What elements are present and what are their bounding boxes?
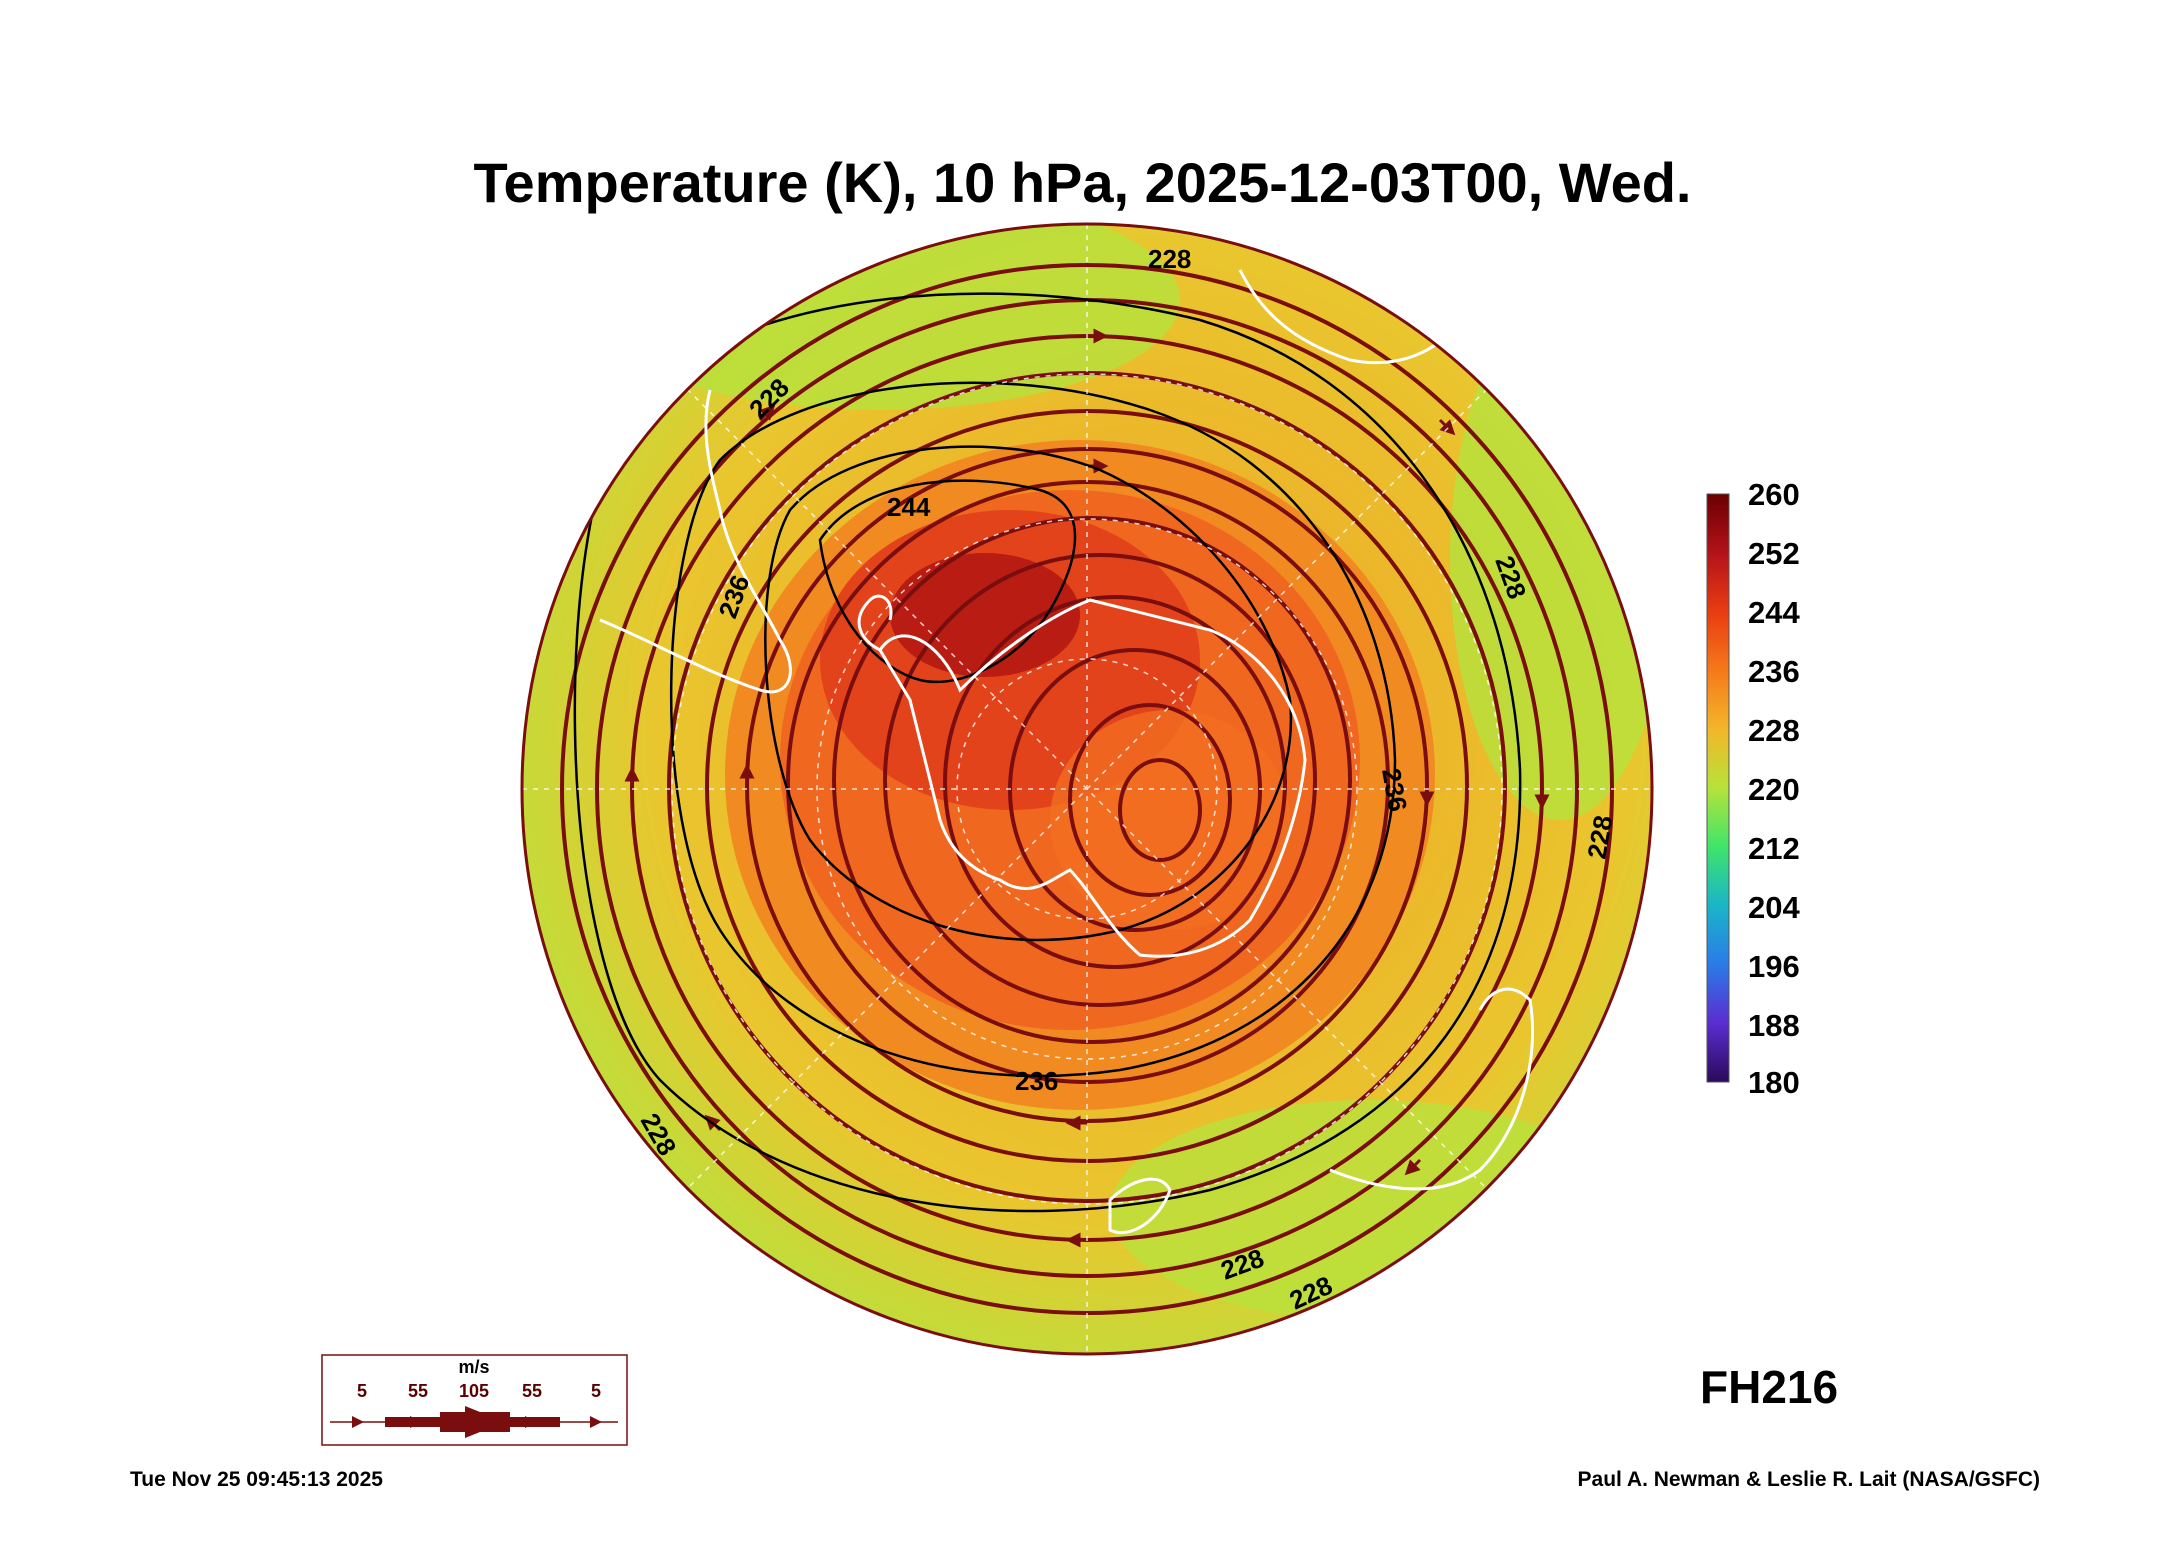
latlon-grid <box>522 224 1652 1354</box>
australia-coast <box>1329 987 1534 1191</box>
streamline <box>667 371 1507 1203</box>
wind-legend-value: 55 <box>408 1381 428 1401</box>
cold-region-southeast <box>1110 1100 1630 1320</box>
streamline <box>883 553 1317 1007</box>
colorbar-tick: 204 <box>1748 890 1800 925</box>
colorbar-tick: 244 <box>1748 595 1800 630</box>
streamline <box>943 595 1287 969</box>
antarctic-peninsula-coast <box>857 594 893 652</box>
contour-label-228: 228 <box>1581 813 1618 861</box>
latitude-circle <box>956 658 1218 920</box>
contour-236 <box>669 381 1397 1078</box>
forecast-hour-label: FH216 <box>1700 1361 1839 1413</box>
wind-arrow <box>758 404 776 422</box>
colorbar-tick: 188 <box>1748 1008 1800 1043</box>
wind-legend-arrow <box>590 1416 602 1428</box>
wind-legend-value: 5 <box>591 1381 601 1401</box>
page-title: Temperature (K), 10 hPa, 2025-12-03T00, … <box>473 151 1692 214</box>
streamline <box>1068 703 1232 897</box>
contour-244 <box>764 445 1293 942</box>
colorbar-tick: 196 <box>1748 949 1800 984</box>
contour-label-228: 228 <box>1148 244 1191 274</box>
temperature-contours <box>573 292 1522 1213</box>
wind-legend-value: 105 <box>459 1381 489 1401</box>
contour-228 <box>573 292 1522 1213</box>
temperature-maximum <box>890 553 1080 677</box>
wind-legend-arrow <box>525 1416 537 1428</box>
latitude-circle <box>816 518 1358 1060</box>
streamline <box>832 516 1352 1044</box>
streamline <box>1118 758 1202 862</box>
wind-legend-value: 55 <box>522 1381 542 1401</box>
south-america-coast <box>599 389 792 694</box>
streamline <box>1008 648 1262 932</box>
wind-legend-arrow <box>410 1416 422 1428</box>
colorbar: 260 252 244 236 228 220 212 204 196 188 … <box>1706 477 1800 1100</box>
wind-legend-arrow <box>352 1416 364 1428</box>
generation-timestamp: Tue Nov 25 09:45:13 2025 <box>130 1468 383 1491</box>
latitude-circle <box>671 373 1503 1205</box>
meridian-line <box>686 388 1488 1190</box>
contour-label-244: 244 <box>887 492 931 522</box>
new-zealand-coast <box>1108 1177 1172 1235</box>
wind-legend-arrow <box>465 1406 505 1438</box>
colorbar-ticks: 260 252 244 236 228 220 212 204 196 188 … <box>1748 477 1800 1100</box>
streamline <box>786 480 1390 1084</box>
wind-speed-legend: m/s 5 55 105 55 5 <box>321 1354 628 1446</box>
colorbar-tick: 252 <box>1748 536 1800 571</box>
colorbar-tick: 180 <box>1748 1065 1800 1100</box>
wind-legend-unit: m/s <box>458 1357 489 1377</box>
colorbar-tick: 236 <box>1748 654 1800 689</box>
contour-252 <box>818 479 1077 684</box>
globe-outline <box>520 222 1654 1356</box>
colorbar-tick: 228 <box>1748 713 1800 748</box>
colorbar-gradient <box>1706 493 1730 1083</box>
colorbar-tick: 260 <box>1748 477 1800 512</box>
contour-label-236: 236 <box>1015 1066 1058 1096</box>
wind-legend-value: 5 <box>357 1381 367 1401</box>
contour-label-236: 236 <box>1376 766 1413 814</box>
antarctica-coast <box>878 598 1307 958</box>
temperature-field <box>522 224 1652 1354</box>
colorbar-tick: 212 <box>1748 831 1800 866</box>
colorbar-tick: 220 <box>1748 772 1800 807</box>
wind-arrow <box>1404 1158 1422 1176</box>
credit-line: Paul A. Newman & Leslie R. Lait (NASA/GS… <box>1577 1468 2040 1491</box>
